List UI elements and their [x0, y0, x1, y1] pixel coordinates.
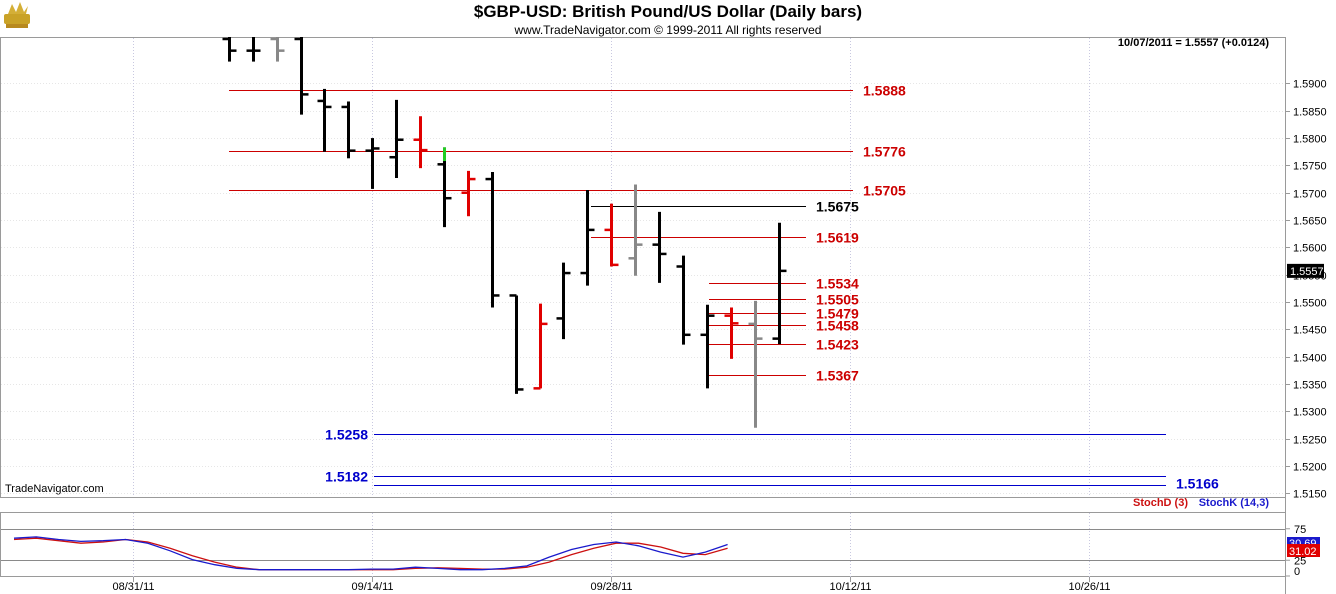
y-tick-label: 1.5850 [1293, 107, 1327, 119]
current-price-label: 1.5557 [1290, 266, 1324, 278]
y-tick-label: 1.5250 [1293, 435, 1327, 447]
level-label: 1.5458 [816, 318, 859, 334]
y-tick-label: 1.5800 [1293, 134, 1327, 146]
stoch-d-legend: StochD (3) [1133, 497, 1188, 509]
ohlc-bar [772, 222, 787, 345]
y-tick-label: 1.5300 [1293, 407, 1327, 419]
y-tick-label: 1.5500 [1293, 298, 1327, 310]
stoch-k-legend: StochK (14,3) [1199, 497, 1270, 509]
level-label: 1.5675 [816, 199, 859, 215]
y-tick-label: 1.5400 [1293, 353, 1327, 365]
x-tick-label: 09/28/11 [590, 581, 632, 593]
level-label: 1.5166 [1176, 476, 1219, 492]
level-label: 1.5479 [816, 306, 859, 322]
y-tick-label: 1.5150 [1293, 489, 1327, 501]
y-tick-label: 1.5700 [1293, 189, 1327, 201]
level-label: 1.5258 [325, 427, 368, 443]
ohlc-bar [294, 37, 309, 115]
y-tick-label: 1.5200 [1293, 462, 1327, 474]
level-label: 1.5619 [816, 230, 859, 246]
ohlc-bar [246, 37, 261, 62]
ohlc-bar [461, 170, 476, 217]
ohlc-bar [700, 304, 715, 389]
y-tick-label: 1.5900 [1293, 79, 1327, 91]
last-quote: 10/07/2011 = 1.5557 (+0.0124) [1118, 37, 1269, 49]
level-label: 1.5888 [863, 83, 906, 99]
level-label: 1.5367 [816, 368, 859, 384]
ohlc-bar [270, 37, 285, 62]
price-axis: 1.5150 1.5200 1.5250 1.5300 1.5350 1.5400 1.54… [1285, 79, 1327, 501]
level-label: 1.5705 [863, 183, 906, 199]
watermark-text: TradeNavigator.com [5, 483, 104, 495]
price-panel-frame [0, 37, 1286, 498]
x-tick-label: 10/12/11 [829, 581, 871, 593]
ohlc-bar [748, 300, 763, 428]
ohlc-bar [676, 255, 691, 345]
ohlc-bar [628, 184, 643, 276]
ohlc-bar [533, 303, 548, 390]
ohlc-bar [652, 211, 667, 283]
y-tick-label: 1.5600 [1293, 243, 1327, 255]
trade-navigator-logo-icon[interactable] [4, 2, 30, 28]
chart-title: $GBP-USD: British Pound/US Dollar (Daily… [474, 2, 862, 21]
ohlc-bar [222, 37, 237, 62]
y-tick-label: 1.5450 [1293, 325, 1327, 337]
ohlc-bar [389, 99, 404, 178]
ohlc-bar [485, 171, 500, 308]
ohlc-bar [341, 101, 356, 159]
x-tick-label: 09/14/11 [351, 581, 393, 593]
stoch-y-label: 0 [1294, 566, 1300, 578]
level-label: 1.5505 [816, 292, 859, 308]
ohlc-bar [509, 294, 524, 394]
stoch-y-label: 75 [1294, 524, 1306, 536]
ohlc-bar [413, 116, 428, 169]
x-tick-label: 08/31/11 [112, 581, 154, 593]
stoch-k-line [13, 536, 728, 571]
stoch-value-flags: 30.69 31.02 [1287, 537, 1320, 558]
ohlc-bar [580, 190, 595, 286]
level-label: 1.5776 [863, 144, 906, 160]
ohlc-bar [604, 203, 619, 267]
grid [1, 38, 1285, 577]
copyright-text: www.TradeNavigator.com © 1999-2011 All r… [514, 23, 822, 37]
ohlc-bar [317, 88, 332, 152]
date-axis: 08/31/11 09/14/11 09/28/11 10/12/11 10/26/11 [112, 577, 1111, 593]
y-tick-label: 1.5750 [1293, 161, 1327, 173]
price-bars [222, 37, 787, 428]
ohlc-bar [556, 262, 571, 340]
ohlc-bar [365, 138, 380, 189]
level-label: 1.5534 [816, 276, 859, 292]
level-label: 1.5423 [816, 337, 859, 353]
stochastic-panel: 75 250 [1, 524, 1306, 578]
stoch-d-value: 31.02 [1289, 546, 1317, 558]
x-tick-label: 10/26/11 [1068, 581, 1110, 593]
current-price-flag: 1.5557 [1287, 263, 1324, 278]
stoch-y-label: 25 [1294, 555, 1306, 567]
y-tick-label: 1.5350 [1293, 380, 1327, 392]
ohlc-bar [724, 307, 739, 359]
y-tick-label: 1.5650 [1293, 216, 1327, 228]
level-label: 1.5182 [325, 469, 368, 485]
